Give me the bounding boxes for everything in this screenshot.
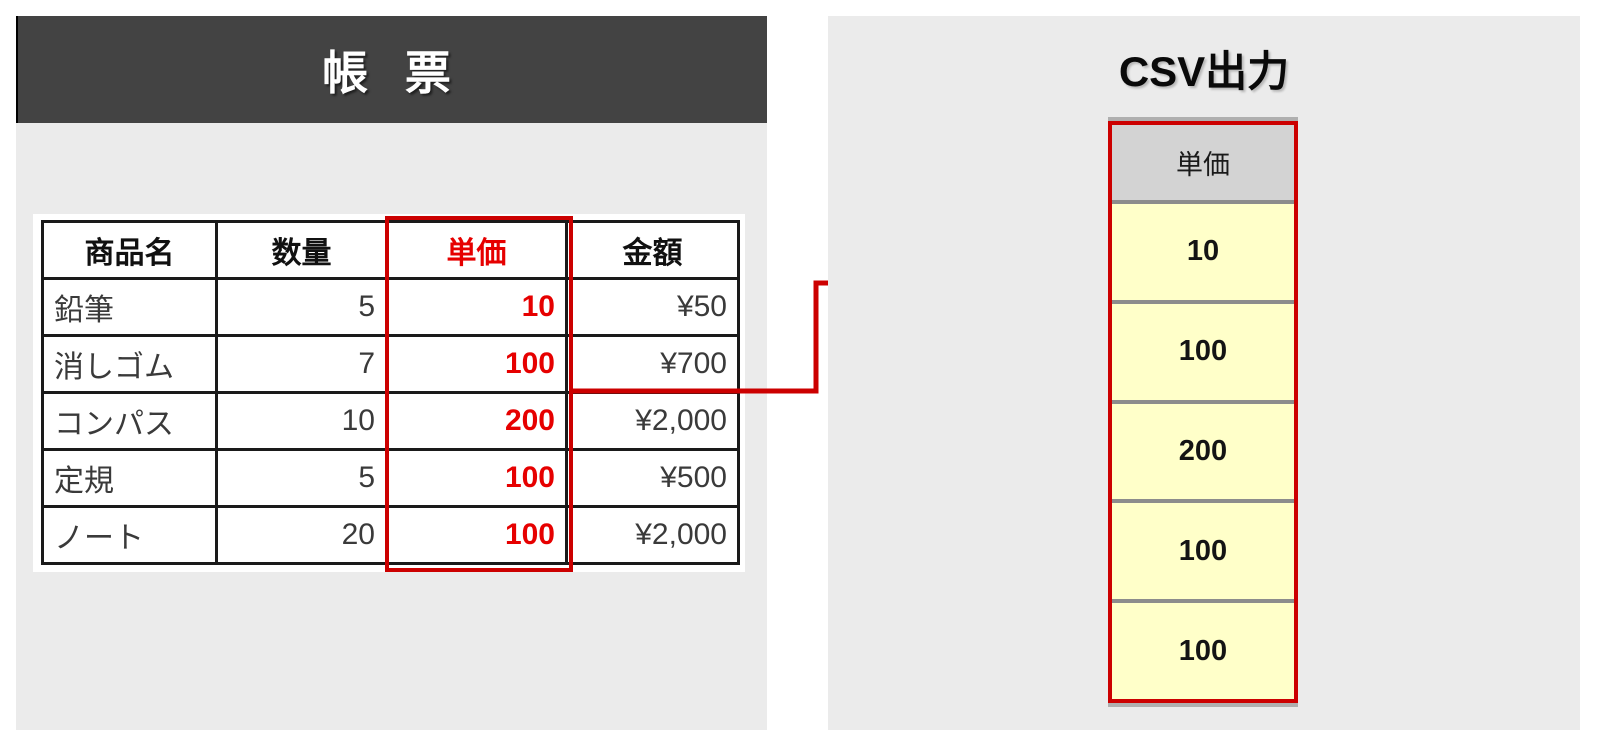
- product-name-cell: コンパス: [41, 391, 218, 451]
- unit-price-cell: 100: [385, 334, 568, 394]
- unit-price-cell: 100: [385, 448, 568, 508]
- quantity-cell: 5: [215, 277, 388, 337]
- amount-cell: ¥700: [565, 334, 740, 394]
- report-sheet: 商品名 数量 単価 金額 鉛筆 5 10 ¥50 消しゴム: [33, 214, 745, 572]
- header-amount: 金額: [565, 220, 740, 280]
- table-row: コンパス 10 200 ¥2,000: [41, 391, 740, 451]
- report-title: 帳 票: [322, 46, 463, 99]
- report-title-bar: 帳 票: [16, 16, 767, 123]
- csv-output-column: 単価 10 100 200 100 100: [1108, 121, 1298, 703]
- report-table: 商品名 数量 単価 金額 鉛筆 5 10 ¥50 消しゴム: [41, 220, 740, 565]
- product-name-cell: 鉛筆: [41, 277, 218, 337]
- csv-panel: CSV出力 単価 10 100 200 100 100: [828, 16, 1580, 730]
- csv-value-cell: 200: [1112, 399, 1294, 500]
- header-quantity: 数量: [215, 220, 388, 280]
- table-row: 消しゴム 7 100 ¥700: [41, 334, 740, 394]
- csv-value-cell: 100: [1112, 599, 1294, 699]
- table-header-row: 商品名 数量 単価 金額: [41, 220, 740, 280]
- unit-price-cell: 10: [385, 277, 568, 337]
- unit-price-cell: 100: [385, 505, 568, 565]
- csv-value-cell: 100: [1112, 299, 1294, 400]
- quantity-cell: 5: [215, 448, 388, 508]
- amount-cell: ¥2,000: [565, 391, 740, 451]
- csv-column-header: 単価: [1112, 125, 1294, 200]
- csv-value-cell: 100: [1112, 499, 1294, 600]
- product-name-cell: 消しゴム: [41, 334, 218, 394]
- table-row: 鉛筆 5 10 ¥50: [41, 277, 740, 337]
- amount-cell: ¥500: [565, 448, 740, 508]
- csv-value-cell: 10: [1112, 200, 1294, 300]
- unit-price-cell: 200: [385, 391, 568, 451]
- report-panel: 帳 票 商品名 数量 単価 金額 鉛筆 5 10: [16, 16, 767, 730]
- table-row: 定規 5 100 ¥500: [41, 448, 740, 508]
- product-name-cell: 定規: [41, 448, 218, 508]
- quantity-cell: 20: [215, 505, 388, 565]
- csv-title: CSV出力: [1118, 48, 1290, 95]
- amount-cell: ¥2,000: [565, 505, 740, 565]
- quantity-cell: 7: [215, 334, 388, 394]
- header-unit-price: 単価: [385, 220, 568, 280]
- table-row: ノート 20 100 ¥2,000: [41, 505, 740, 565]
- quantity-cell: 10: [215, 391, 388, 451]
- product-name-cell: ノート: [41, 505, 218, 565]
- header-product-name: 商品名: [41, 220, 218, 280]
- amount-cell: ¥50: [565, 277, 740, 337]
